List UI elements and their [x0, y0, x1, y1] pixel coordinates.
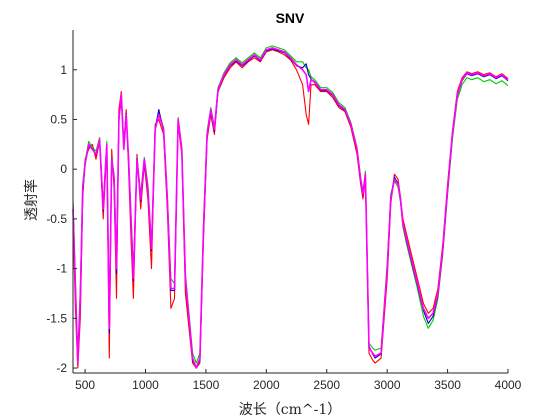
y-axis-label: 透射率: [23, 179, 40, 221]
series-line-1: [72, 47, 509, 369]
series-line-4: [72, 48, 509, 369]
x-tick-label: 3500: [434, 378, 461, 392]
series-line-2: [72, 49, 509, 369]
y-tick-label: -2: [56, 361, 67, 375]
y-tick-label: 0: [60, 162, 67, 176]
x-tick-label: 1500: [193, 378, 220, 392]
y-tick-label: 0.5: [50, 112, 67, 126]
y-tick-label: -0.5: [46, 212, 67, 226]
x-tick-label: 3000: [374, 378, 401, 392]
x-tick-label: 500: [75, 378, 95, 392]
y-tick-label: -1.5: [46, 311, 67, 325]
x-tick-label: 2000: [253, 378, 280, 392]
x-tick-label: 1000: [132, 378, 159, 392]
chart-title: SNV: [276, 10, 305, 26]
x-axis-label: 波长（cm^-1）: [239, 402, 341, 418]
y-tick-label: 1: [60, 63, 67, 77]
axes-layer: 500 1000 1500 2000 2500 3000 3500 4000 -2 -1.5 -1 -…: [46, 30, 522, 392]
y-tick-label: -1: [56, 262, 67, 276]
x-tick-label: 4000: [495, 378, 522, 392]
series-layer: [72, 45, 509, 369]
series-line-3: [72, 45, 509, 364]
x-tick-label: 2500: [313, 378, 340, 392]
